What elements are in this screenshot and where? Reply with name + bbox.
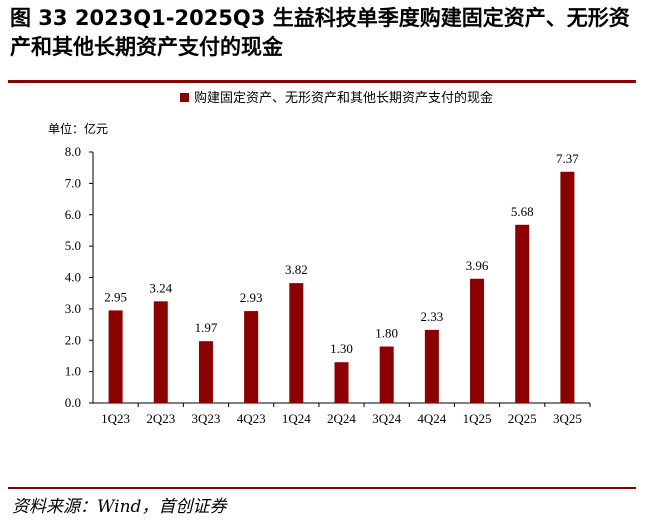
bar (244, 311, 259, 403)
data-label: 3.82 (285, 262, 308, 277)
x-tick-label: 4Q24 (417, 411, 446, 426)
y-tick-label: 3.0 (65, 301, 81, 316)
data-label: 1.97 (195, 320, 218, 335)
data-label: 3.96 (466, 258, 489, 273)
bar (470, 278, 485, 403)
y-tick-label: 5.0 (65, 238, 81, 253)
legend-swatch (180, 93, 189, 102)
y-tick-label: 6.0 (65, 207, 81, 222)
bar (289, 283, 304, 403)
y-tick-label: 7.0 (65, 175, 81, 190)
data-label: 5.68 (511, 204, 534, 219)
y-tick-label: 8.0 (65, 144, 81, 159)
x-tick-label: 2Q23 (146, 411, 175, 426)
bar (515, 224, 530, 403)
bar (334, 362, 349, 403)
y-tick-label: 1.0 (65, 364, 81, 379)
data-label: 1.30 (330, 341, 353, 356)
y-tick-label: 4.0 (65, 270, 81, 285)
source-note: 资料来源：Wind，首创证券 (12, 497, 227, 517)
bar (108, 310, 123, 403)
bar (153, 301, 168, 403)
data-label: 2.33 (420, 309, 443, 324)
legend-label: 购建固定资产、无形资产和其他长期资产支付的现金 (194, 90, 493, 106)
data-label: 2.95 (104, 289, 127, 304)
y-tick-label: 2.0 (65, 332, 81, 347)
data-label: 1.80 (375, 326, 398, 341)
bar (560, 171, 575, 403)
x-tick-label: 2Q25 (508, 411, 537, 426)
title-rule (8, 80, 636, 83)
x-tick-label: 2Q24 (327, 411, 356, 426)
x-tick-label: 4Q23 (237, 411, 266, 426)
x-tick-label: 1Q23 (101, 411, 130, 426)
y-tick-label: 0.0 (65, 395, 81, 410)
unit-label: 单位：亿元 (48, 121, 108, 136)
bar (379, 346, 394, 403)
bar (424, 329, 439, 403)
data-label: 7.37 (556, 151, 579, 166)
x-tick-label: 3Q23 (192, 411, 221, 426)
x-tick-label: 3Q25 (553, 411, 582, 426)
bar (198, 341, 213, 403)
x-tick-label: 1Q24 (282, 411, 311, 426)
x-tick-label: 3Q24 (372, 411, 401, 426)
data-label: 2.93 (240, 290, 263, 305)
data-label: 3.24 (149, 280, 172, 295)
figure-title: 图 33 2023Q1-2025Q3 生益科技单季度购建固定资产、无形资产和其他… (10, 6, 630, 59)
x-tick-label: 1Q25 (463, 411, 492, 426)
source-rule (8, 487, 636, 489)
